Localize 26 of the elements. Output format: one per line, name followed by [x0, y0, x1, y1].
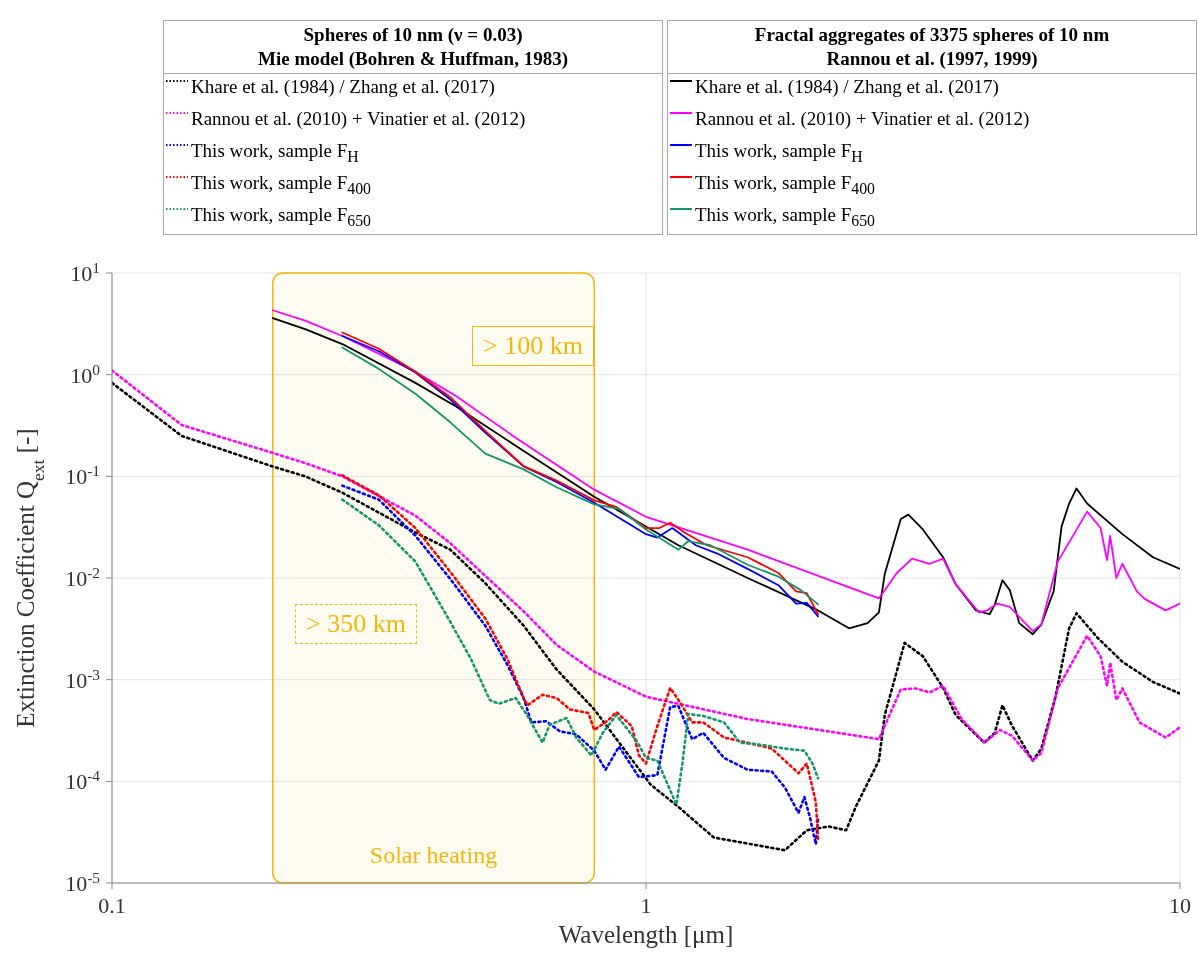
annotation: > 100 km [472, 326, 594, 366]
y-tick-label: 10$^{-3}$ [65, 665, 101, 693]
x-axis-title: Wavelength [μm] [558, 921, 734, 948]
y-tick-label: 10$^{0}$ [70, 360, 101, 388]
legend-label: This work, sample F$_{H}$ [695, 140, 863, 166]
legend-label: Rannou et al. (2010) + Vinatier et al. (2012) [695, 108, 1030, 130]
text: Spheres of 10 nm (ν = 0.03) Mie model (Bohren & Huffman, 1983) [164, 21, 662, 74]
legend-label: This work, sample F$_{650}$ [191, 204, 371, 230]
y-tick-label: 10$^{-1}$ [65, 461, 100, 490]
legend-label: This work, sample F$_{H}$ [191, 140, 359, 166]
y-tick-label: 10$^{-5}$ [65, 868, 101, 896]
legend-label: Khare et al. (1984) / Zhang et al. (2017) [191, 76, 495, 98]
annotation: > 350 km [295, 604, 417, 644]
y-tick-label: 10$^{-4}$ [65, 766, 101, 795]
y-tick-label: 10$^{-2}$ [65, 563, 100, 591]
band-label: Solar heating [369, 842, 498, 868]
legend-label: This work, sample F$_{400}$ [191, 172, 371, 198]
text: Fractal aggregates of 3375 spheres of 10 nm Rannou et al. (1997, 1999) [668, 21, 1196, 74]
legend-label: This work, sample F$_{650}$ [695, 204, 875, 230]
legend-label: Rannou et al. (2010) + Vinatier et al. (2012) [191, 108, 526, 130]
legend-label: This work, sample F$_{400}$ [695, 172, 875, 198]
x-tick-label: 10 [1169, 893, 1191, 918]
legend-label: Khare et al. (1984) / Zhang et al. (2017) [695, 76, 999, 98]
x-tick-label: 1 [640, 893, 652, 918]
x-tick-label: 0.1 [98, 893, 126, 918]
y-tick-label: 10$^{1}$ [70, 258, 100, 286]
